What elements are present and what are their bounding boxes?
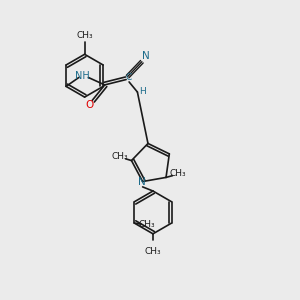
Text: CH₃: CH₃ — [145, 247, 161, 256]
Text: O: O — [86, 100, 94, 110]
Text: CH₃: CH₃ — [76, 32, 93, 40]
Text: H: H — [140, 87, 146, 96]
Text: CH₃: CH₃ — [112, 152, 128, 161]
Text: NH: NH — [75, 71, 90, 81]
Text: CH₃: CH₃ — [139, 220, 155, 229]
Text: CH₃: CH₃ — [169, 169, 186, 178]
Text: C: C — [125, 73, 132, 82]
Text: N: N — [138, 177, 146, 187]
Text: N: N — [142, 51, 149, 61]
